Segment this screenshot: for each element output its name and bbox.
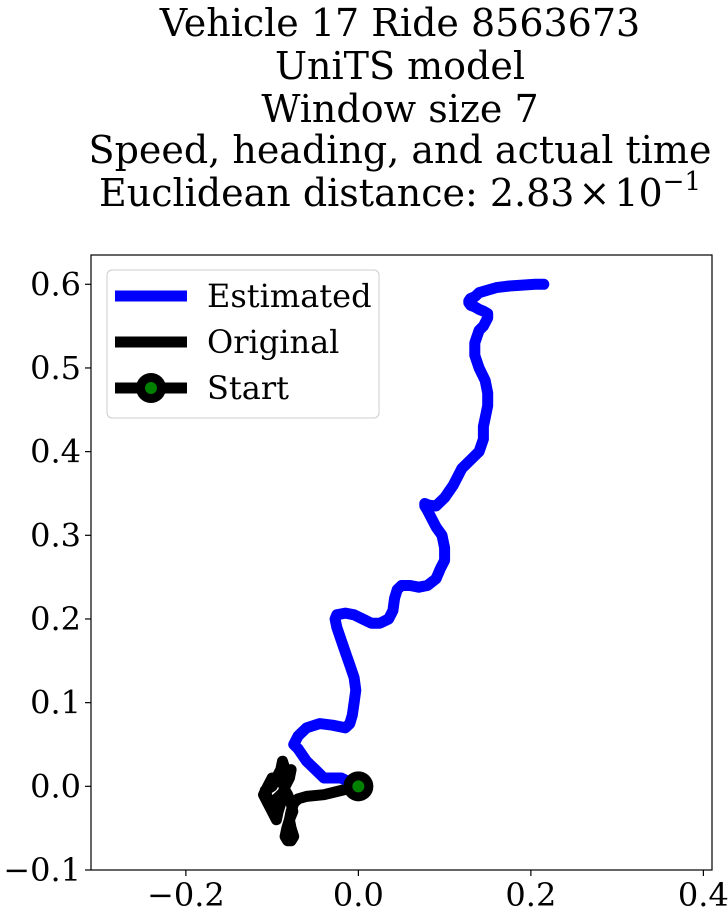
legend-label-original: Original	[207, 323, 339, 361]
title-metric-mantissa: 2.83	[490, 171, 575, 215]
title-line-2: UniTS model	[275, 44, 525, 88]
title-metric-prefix: Euclidean distance:	[99, 171, 490, 215]
series-layer	[258, 278, 550, 847]
y-tick-label: 0.6	[30, 265, 81, 303]
title-metric-base: 10	[614, 171, 662, 215]
chart-title: Vehicle 17 Ride 8563673 UniTS model Wind…	[89, 1, 712, 215]
series-line-original	[258, 755, 364, 847]
legend-label-start: Start	[207, 369, 289, 407]
title-line-4: Speed, heading, and actual time	[89, 128, 712, 172]
y-tick-label: −0.1	[3, 851, 81, 889]
y-tick-label: 0.4	[30, 433, 81, 471]
x-tick-label: 0.0	[333, 876, 384, 914]
series-line-estimated	[288, 278, 550, 792]
axis-ticks: −0.2 0.0 0.2 0.4 −0.1 0.0 0.1 0.2 0.3 0.4 0.5 0.6	[3, 265, 728, 914]
y-tick-label: 0.3	[30, 516, 81, 554]
title-metric-exponent: −1	[663, 167, 701, 197]
y-tick-label: 0.5	[30, 349, 81, 387]
x-tick-label: 0.4	[678, 876, 728, 914]
title-line-5: Euclidean distance: 2.83 × 10−1	[99, 167, 701, 215]
y-tick-label: 0.0	[30, 767, 81, 805]
y-tick-label: 0.1	[30, 684, 81, 722]
legend-start-marker-inner	[145, 382, 157, 394]
title-line-1: Vehicle 17 Ride 8563673	[159, 1, 640, 45]
title-metric-times: ×	[578, 171, 610, 215]
axes-frame	[90, 254, 713, 871]
title-line-3: Window size 7	[261, 87, 538, 131]
y-tick-label: 0.2	[30, 600, 81, 638]
legend-box	[106, 269, 380, 419]
legend-label-estimated: Estimated	[207, 277, 372, 315]
start-marker-inner	[352, 780, 365, 793]
legend: Estimated Original Start	[106, 269, 380, 419]
x-tick-label: −0.2	[147, 876, 225, 914]
plot-area: −0.2 0.0 0.2 0.4 −0.1 0.0 0.1 0.2 0.3 0.4 0.5 0.6	[3, 254, 728, 914]
x-tick-label: 0.2	[505, 876, 556, 914]
